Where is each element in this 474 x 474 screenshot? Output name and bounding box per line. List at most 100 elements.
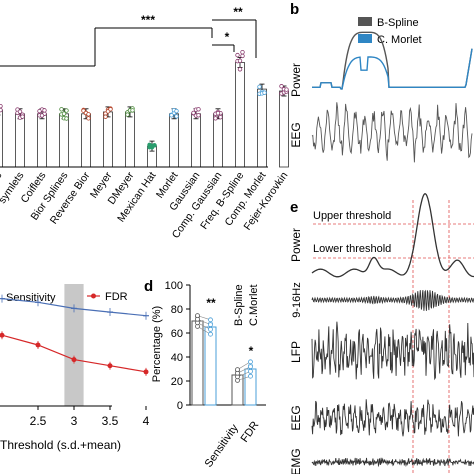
a-bar [235,62,245,168]
a-data-point [64,116,69,121]
a-sig-label: ** [233,5,243,19]
c-data-point [71,357,77,363]
c-tick-label: 3 [71,414,78,428]
a-data-point [218,114,223,120]
a-bar [81,113,91,168]
a-data-point [215,110,221,116]
a-data-point [86,112,91,117]
b-legend: B-Spline C. Morlet [358,17,422,46]
c-tick-label: 2.5 [30,414,47,428]
d-data-point [248,364,253,370]
d-data-point [248,373,253,379]
d-legend-cmorlet: C.Morlet [248,284,260,326]
a-data-point [20,114,25,119]
c-legend-fdr-marker [91,293,96,299]
d-y-ticks: 0 20 40 60 80 100 [165,280,190,412]
d-bar [191,320,204,406]
d-tick-label: 0 [177,400,183,412]
a-bar [191,113,201,168]
e-emg-trace [311,457,474,468]
e-lower-threshold-label: Lower threshold [313,243,391,255]
d-tick-label: 100 [165,280,183,292]
b-legend-label-cmorlet: C. Morlet [377,34,422,46]
d-data-point [248,359,253,365]
b-legend-label-bspline: B-Spline [377,17,419,29]
e-upper-threshold-label: Upper threshold [313,210,391,222]
panel-letter-b: b [290,1,299,18]
d-tick-label: 60 [171,328,183,340]
a-significance-brackets: *** * ** [0,5,257,67]
d-data-point [208,326,213,332]
e-eeg-trace [311,399,474,437]
a-data-point [235,52,240,58]
d-data-point [208,322,213,328]
a-data-point [240,53,245,59]
d-tick-label: 40 [171,352,183,364]
a-bar [125,111,135,168]
d-tick-label: 80 [171,304,183,316]
a-data-point [61,111,67,116]
b-power-label: Power [289,63,303,97]
b-eeg-trace [311,102,473,163]
panel-letter-d: d [144,278,153,295]
a-data-point [174,114,179,119]
a-data-point [257,84,262,90]
a-data-point [240,49,245,55]
a-data-point [237,67,243,72]
a-data-point [284,87,289,92]
b-eeg-label: EEG [289,122,303,147]
b-power-trace-cmorlet [312,48,473,90]
a-data-point [64,108,69,113]
a-bar [257,88,267,168]
d-sig-label: ** [206,296,216,310]
a-bar [213,113,223,168]
panel-c-line-chart: Sensitivity FDR 2.5 3 3.5 4 Threshold (s.d.… [0,284,150,452]
c-data-point [107,363,113,369]
panel-letter-e: e [290,199,298,216]
c-data-point [0,332,5,338]
a-sig-label: *** [141,13,155,27]
d-pair-line [197,322,211,330]
a-data-point [169,113,174,118]
d-y-axis-label: Percentage (%) [151,306,163,382]
d-bars-group: *** [191,296,257,406]
c-series-group [0,294,149,376]
e-power-trace [311,193,474,278]
a-bar [59,113,69,168]
c-legend-fdr: FDR [105,291,128,303]
a-data-point [213,116,218,121]
e-row-label-lfp: LFP [289,341,303,363]
a-data-point [196,113,201,118]
d-category-label: FDR [239,419,262,444]
d-data-point [208,317,213,323]
d-tick-label: 20 [171,376,183,388]
d-pair-line [237,361,251,370]
e-row-label-power: Power [289,228,303,262]
a-sig-label: * [225,30,230,44]
d-data-point [195,313,200,319]
a-data-point [37,108,42,114]
a-data-point [59,107,64,112]
d-sig-label: * [249,344,254,358]
a-data-point [152,143,157,148]
d-data-point [235,367,240,373]
e-band-trace [311,289,474,311]
a-data-point [130,108,135,113]
a-bar [0,109,3,168]
a-data-point [191,110,196,116]
d-pair-line [197,326,211,335]
c-tick-label: 4 [143,414,150,428]
d-bar [204,326,217,406]
a-bar [169,113,179,168]
panel-b: b Power EEG B-Spline C. Morlet [289,1,473,163]
c-shaded-region [64,284,84,406]
b-legend-swatch-cmorlet [358,34,372,43]
a-bars-group [0,49,289,168]
panel-e: e Upper threshold Lower threshold Power … [289,193,474,474]
a-data-point [196,107,201,112]
a-data-point [0,107,3,113]
c-data-point [35,342,41,348]
